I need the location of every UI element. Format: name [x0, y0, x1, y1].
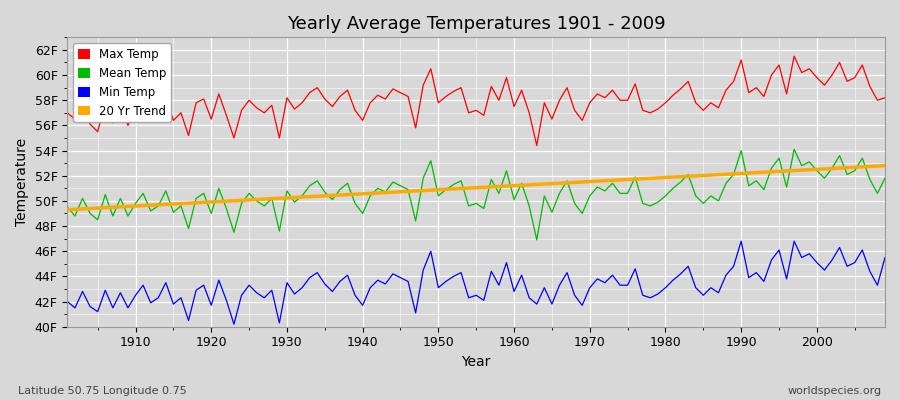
- Min Temp: [342, 273, 353, 278]
- Mean Temp: [501, 168, 512, 173]
- Mean Temp: [289, 200, 300, 204]
- Min Temp: [297, 285, 308, 290]
- Line: Mean Temp: Mean Temp: [68, 149, 885, 240]
- Max Temp: [501, 75, 512, 80]
- Legend: Max Temp, Mean Temp, Min Temp, 20 Yr Trend: Max Temp, Mean Temp, Min Temp, 20 Yr Tre…: [73, 43, 171, 122]
- Max Temp: [335, 94, 346, 99]
- Min Temp: [62, 299, 73, 304]
- Mean Temp: [508, 197, 519, 202]
- Mean Temp: [335, 187, 346, 192]
- Max Temp: [508, 104, 519, 109]
- Line: Max Temp: Max Temp: [68, 56, 885, 146]
- Max Temp: [788, 54, 799, 59]
- Mean Temp: [788, 147, 799, 152]
- Max Temp: [122, 123, 133, 128]
- Min Temp: [608, 273, 618, 278]
- Y-axis label: Temperature: Temperature: [15, 138, 29, 226]
- Line: Min Temp: Min Temp: [68, 241, 885, 324]
- Text: worldspecies.org: worldspecies.org: [788, 386, 882, 396]
- Min Temp: [517, 273, 527, 278]
- Min Temp: [508, 289, 519, 294]
- Max Temp: [531, 143, 542, 148]
- Max Temp: [879, 95, 890, 100]
- Min Temp: [879, 255, 890, 260]
- Title: Yearly Average Temperatures 1901 - 2009: Yearly Average Temperatures 1901 - 2009: [287, 15, 665, 33]
- Mean Temp: [879, 176, 890, 181]
- Max Temp: [289, 107, 300, 112]
- Max Temp: [62, 110, 73, 115]
- X-axis label: Year: Year: [462, 355, 490, 369]
- Mean Temp: [608, 181, 618, 186]
- Min Temp: [122, 306, 133, 310]
- Min Temp: [229, 322, 239, 327]
- Min Temp: [736, 239, 747, 244]
- Mean Temp: [122, 214, 133, 218]
- Mean Temp: [531, 238, 542, 242]
- Max Temp: [608, 88, 618, 92]
- Mean Temp: [62, 205, 73, 210]
- Text: Latitude 50.75 Longitude 0.75: Latitude 50.75 Longitude 0.75: [18, 386, 187, 396]
